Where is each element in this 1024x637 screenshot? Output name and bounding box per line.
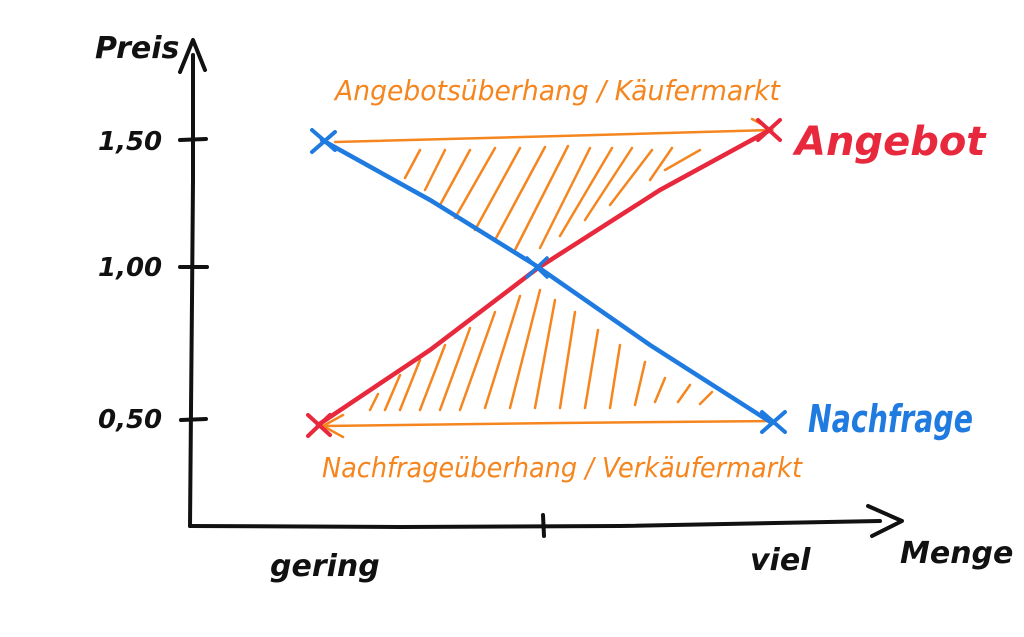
shortage-hatch-11 [583, 328, 600, 410]
shortage-hatch-6 [458, 310, 497, 412]
surplus-hatch-7 [513, 144, 570, 252]
surplus-region [333, 117, 775, 252]
surplus-hatch-3 [438, 148, 472, 207]
shortage-hatch-4 [418, 343, 447, 412]
shortage-region [320, 288, 772, 439]
y-axis-line [188, 53, 195, 528]
demand-curve [310, 128, 787, 434]
surplus-hatch-8 [538, 146, 592, 250]
surplus-label: Angebotsüberhang / Käufermarkt [333, 74, 781, 107]
equilibrium-mark [525, 256, 549, 279]
demand-label: Nachfrage [808, 397, 973, 441]
x-axis-arrow [866, 504, 904, 538]
supply-end-mark [756, 118, 782, 142]
shortage-hatch-5 [438, 326, 472, 412]
surplus-top-arrow [333, 128, 772, 144]
shortage-hatch-2 [383, 373, 402, 412]
shortage-hatch-7 [483, 294, 522, 410]
supply-start-mark [306, 413, 332, 438]
shortage-hatch-15 [676, 383, 692, 404]
shortage-hatch-8 [508, 288, 542, 410]
surplus-hatch-6 [493, 145, 547, 242]
shortage-hatch-13 [633, 360, 647, 407]
y-tick-label-1-00: 1,00 [98, 253, 162, 283]
y-axis-arrow [178, 38, 207, 74]
shortage-hatch-1 [368, 392, 380, 412]
y-tick-1-50 [178, 137, 208, 142]
x-tick-label-gering: gering [270, 549, 380, 584]
surplus-hatch-4 [453, 146, 497, 220]
axes [178, 38, 904, 538]
x-axis-line [188, 519, 882, 530]
demand-line [319, 137, 775, 426]
shortage-hatch-9 [533, 298, 557, 410]
demand-start-mark [310, 128, 337, 154]
surplus-hatch-13 [663, 148, 702, 172]
shortage-hatch-3 [398, 358, 422, 412]
surplus-hatch-10 [583, 146, 634, 222]
surplus-hatch-5 [473, 146, 522, 232]
shortage-label: Nachfrageüberhang / Verkäufermarkt [322, 451, 803, 484]
shortage-hatch-14 [653, 376, 667, 404]
surplus-hatch-11 [608, 148, 654, 207]
shortage-bottom-arrow [323, 419, 772, 428]
x-axis-label: Menge [900, 536, 1013, 571]
supply-curve [306, 118, 782, 438]
surplus-hatch-12 [648, 146, 674, 182]
shortage-hatch-16 [698, 390, 714, 406]
surplus-hatch-9 [558, 146, 614, 238]
y-axis-label: Preis [95, 31, 179, 66]
x-tick-mid [541, 513, 546, 538]
y-tick-0-50 [179, 417, 208, 422]
shortage-hatch-10 [558, 310, 577, 410]
surplus-hatch-1 [403, 148, 422, 180]
shortage-hatch-12 [608, 343, 622, 410]
y-tick-label-1-50: 1,50 [98, 127, 162, 157]
x-tick-label-viel: viel [750, 543, 811, 578]
supply-label: Angebot [792, 119, 987, 165]
y-tick-label-0-50: 0,50 [98, 405, 162, 435]
surplus-hatch-2 [423, 148, 447, 192]
demand-end-mark [760, 410, 787, 434]
